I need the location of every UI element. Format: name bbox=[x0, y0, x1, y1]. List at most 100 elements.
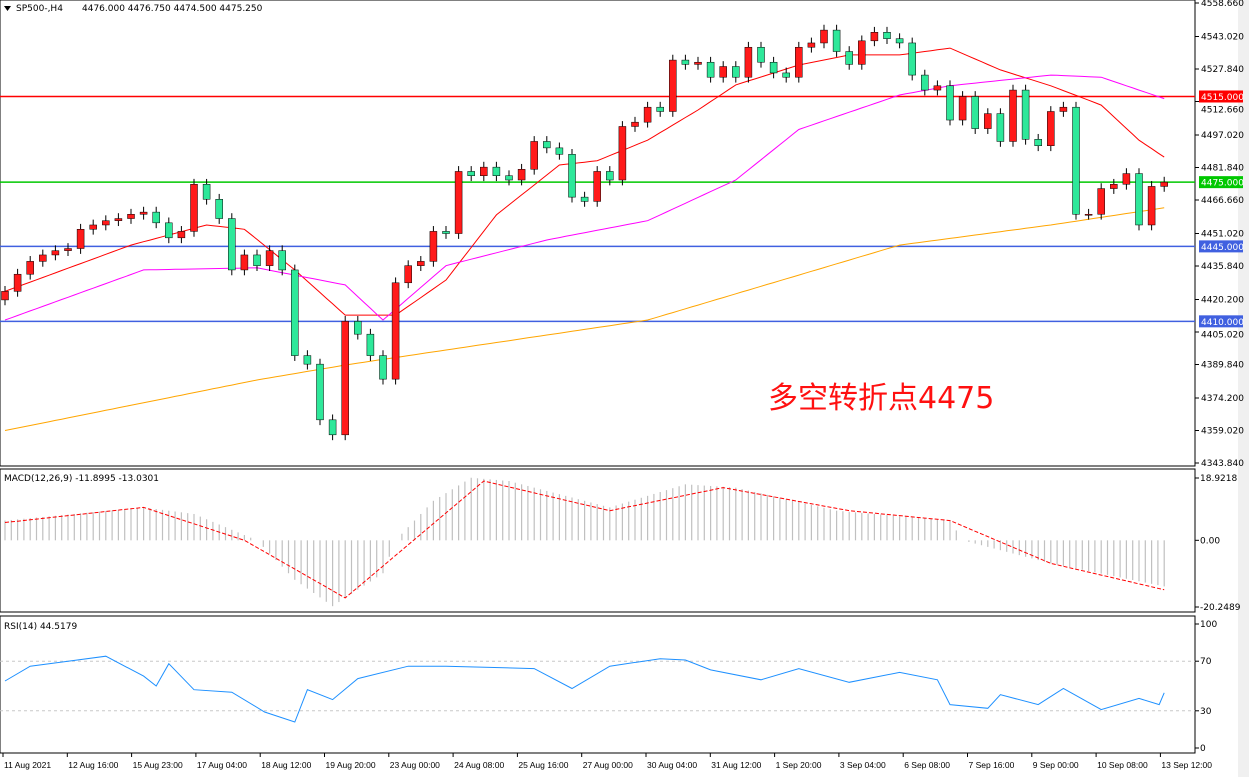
rsi-line bbox=[4, 655, 1165, 723]
candle bbox=[429, 226, 438, 267]
candle-body bbox=[568, 154, 576, 198]
candle-body bbox=[152, 211, 160, 224]
candle bbox=[1059, 101, 1068, 117]
time-label: 6 Sep 08:00 bbox=[904, 760, 950, 770]
candle bbox=[152, 206, 160, 229]
time-label: 10 Sep 08:00 bbox=[1097, 760, 1148, 770]
candle bbox=[278, 245, 286, 276]
candle bbox=[39, 249, 47, 267]
candle bbox=[883, 26, 891, 45]
candle bbox=[543, 136, 551, 154]
candle-body bbox=[555, 147, 564, 155]
annotation-text: 多空转折点4475 bbox=[768, 381, 995, 416]
time-label: 25 Aug 16:00 bbox=[518, 760, 568, 770]
rsi-tick-label: 0 bbox=[1200, 744, 1206, 754]
level-price-tag-label: 4445.000 bbox=[1201, 243, 1244, 253]
candle bbox=[64, 243, 72, 257]
candle bbox=[127, 208, 135, 224]
candle bbox=[139, 206, 148, 220]
candle-body bbox=[76, 229, 85, 249]
price-tick-label: 4497.020 bbox=[1201, 131, 1244, 141]
level-price-tag-label: 4515.000 bbox=[1201, 93, 1244, 103]
candle bbox=[177, 226, 186, 244]
candle bbox=[165, 217, 173, 244]
candle-body bbox=[64, 248, 72, 251]
candle-body bbox=[606, 171, 614, 181]
candle bbox=[1135, 168, 1143, 231]
candle-body bbox=[341, 321, 349, 436]
time-label: 24 Aug 08:00 bbox=[454, 760, 504, 770]
level-price-tag-label: 4410.000 bbox=[1201, 318, 1244, 328]
candle bbox=[379, 350, 387, 385]
candle-body bbox=[215, 199, 223, 219]
time-label: 23 Aug 00:00 bbox=[390, 760, 440, 770]
price-tick-label: 4527.840 bbox=[1201, 65, 1244, 75]
candle-body bbox=[807, 42, 816, 48]
candle bbox=[1084, 208, 1093, 220]
candle-body bbox=[253, 254, 261, 266]
candle-body bbox=[51, 250, 60, 256]
candle-body bbox=[845, 51, 853, 65]
candle-body bbox=[1047, 111, 1055, 146]
candle bbox=[1, 285, 9, 306]
candle bbox=[454, 166, 463, 239]
time-label: 17 Aug 04:00 bbox=[197, 760, 247, 770]
candle bbox=[316, 358, 324, 426]
candle-body bbox=[1097, 188, 1105, 215]
candle-body bbox=[769, 61, 778, 74]
candle-body bbox=[328, 419, 337, 436]
candle bbox=[921, 69, 929, 96]
candle-body bbox=[177, 231, 186, 239]
candle bbox=[215, 193, 223, 224]
candle-body bbox=[757, 46, 765, 63]
candle-body bbox=[1009, 89, 1017, 142]
candle-body bbox=[480, 166, 488, 176]
candle-body bbox=[492, 166, 501, 176]
candle-body bbox=[1160, 181, 1168, 187]
candle-body bbox=[1147, 186, 1156, 226]
candle bbox=[417, 256, 425, 272]
candle-body bbox=[89, 224, 97, 230]
time-label: 9 Sep 00:00 bbox=[1033, 760, 1079, 770]
candle bbox=[946, 80, 954, 126]
candle bbox=[1097, 183, 1105, 220]
candle-body bbox=[39, 254, 47, 262]
rsi-panel bbox=[0, 615, 1196, 754]
candle-body bbox=[26, 261, 34, 275]
level-price-tag-label: 4475.000 bbox=[1201, 179, 1244, 189]
rsi-tick-label: 100 bbox=[1200, 620, 1217, 630]
candle bbox=[719, 61, 727, 83]
candle bbox=[391, 277, 400, 385]
candle bbox=[958, 91, 967, 126]
rsi-title: RSI(14) 44.5179 bbox=[4, 622, 77, 632]
candle-body bbox=[391, 282, 400, 380]
candle-body bbox=[921, 74, 929, 91]
dropdown-triangle-icon bbox=[4, 6, 11, 11]
candle bbox=[606, 166, 614, 186]
rsi-tick-label: 30 bbox=[1200, 707, 1212, 717]
candle-body bbox=[543, 141, 551, 149]
candle-body bbox=[517, 169, 526, 181]
candle bbox=[580, 191, 589, 207]
level-price-tag bbox=[1199, 90, 1243, 103]
candle bbox=[492, 161, 501, 182]
price-tick-label: 4451.020 bbox=[1201, 229, 1244, 239]
candle bbox=[114, 213, 123, 227]
candle-body bbox=[908, 42, 916, 76]
candle-body bbox=[1059, 106, 1068, 112]
candle bbox=[76, 223, 85, 254]
candle-body bbox=[165, 222, 173, 239]
candle-body bbox=[870, 32, 879, 42]
candle bbox=[669, 54, 677, 117]
price-tick-label: 4389.840 bbox=[1201, 360, 1244, 370]
price-tick-label: 4543.020 bbox=[1201, 32, 1244, 42]
candle bbox=[593, 166, 601, 207]
candle-body bbox=[719, 66, 727, 78]
candle bbox=[681, 54, 690, 70]
candle-body bbox=[278, 250, 286, 271]
candle bbox=[442, 226, 450, 239]
time-label: 11 Aug 2021 bbox=[4, 760, 51, 770]
candle bbox=[1110, 178, 1118, 194]
candle bbox=[870, 26, 879, 47]
